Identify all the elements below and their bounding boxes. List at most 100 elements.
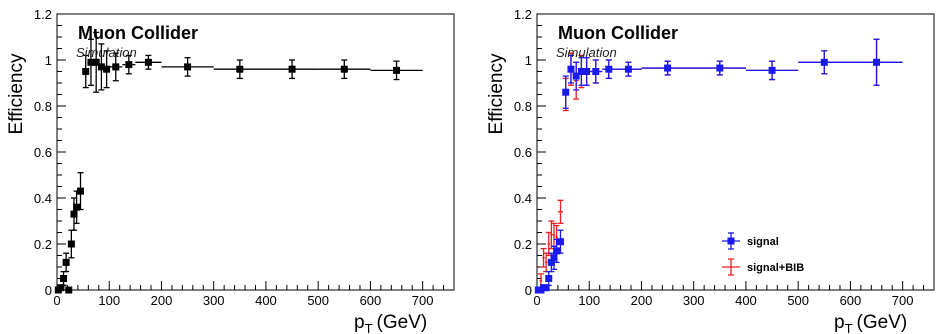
legend-symbol [722, 258, 740, 276]
data-point [693, 60, 746, 76]
x-tick-label: 700 [412, 293, 434, 308]
y-tick-label: 0.4 [514, 191, 532, 206]
data-point [602, 59, 616, 80]
data-point [97, 43, 105, 91]
point-marker [664, 64, 672, 72]
point-marker [57, 284, 65, 292]
point-marker [73, 203, 81, 211]
left-efficiency-panel: 0 100 200 300 400 500 600 70000.20.40.60.811.2 … [6, 7, 455, 334]
x-axis-label-unit: (GeV) [377, 312, 428, 333]
point-marker [583, 68, 591, 75]
x-tick-label: 100 [98, 293, 120, 308]
data-point [135, 54, 162, 70]
point-marker [547, 258, 555, 266]
point-marker [716, 64, 724, 72]
data-point [562, 75, 570, 109]
x-axis-label-main: p [834, 312, 845, 333]
x-tick-label: 300 [203, 293, 225, 308]
point-marker [288, 65, 296, 73]
legend-marker [727, 237, 735, 245]
data-point [65, 286, 73, 294]
tick-labels: 0 100 200 300 400 500 600 700 0 0.2 0.4 0.6 0.8 1 1.2 [34, 7, 434, 308]
point-marker [82, 68, 90, 75]
y-tick-label: 0 [45, 283, 52, 298]
data-point [213, 59, 266, 80]
point-marker [236, 65, 244, 73]
point-marker [545, 275, 553, 282]
data-point [318, 59, 371, 80]
legend-entry-signal: signal [722, 232, 779, 250]
data-point [92, 31, 100, 93]
point-marker [112, 63, 120, 71]
point-marker [624, 65, 632, 73]
point-marker [768, 66, 776, 74]
x-axis-label-sub: T [365, 321, 373, 334]
point-marker [340, 65, 348, 73]
x-tick-label: 100 [578, 293, 600, 308]
point-marker [873, 58, 881, 66]
point-marker [542, 284, 550, 292]
y-tick-label: 1.2 [34, 7, 52, 22]
x-tick-label: 500 [307, 293, 329, 308]
point-marker [67, 240, 75, 248]
point-marker [553, 247, 561, 255]
y-tick-label: 0.2 [514, 237, 532, 252]
x-tick-label: 400 [255, 293, 277, 308]
series-0 [54, 31, 423, 294]
x-axis-label-unit: (GeV) [857, 312, 908, 333]
point-marker [103, 65, 111, 73]
y-tick-label: 1 [525, 53, 532, 68]
point-marker [60, 275, 68, 282]
legend-symbol [722, 232, 740, 250]
y-axis-label: Efficiency [6, 53, 27, 134]
chart-subtitle: Simulation [76, 45, 137, 60]
point-marker [550, 254, 558, 262]
x-axis-label: pT (GeV) [354, 312, 427, 334]
y-tick-label: 0.4 [34, 191, 52, 206]
data-marks [54, 31, 423, 294]
point-marker [97, 63, 105, 71]
data-point [798, 50, 851, 75]
data-point [161, 57, 214, 77]
y-axis-label: Efficiency [486, 53, 507, 134]
point-marker [605, 65, 613, 73]
data-point [103, 50, 111, 89]
point-marker [184, 63, 192, 71]
data-point [77, 172, 85, 211]
x-axis-label-sub: T [845, 321, 853, 334]
tick-labels: 0 100 200 300 400 500 600 700 0 0.2 0.4 0.6 0.8 1 1.2 [514, 7, 914, 308]
point-marker [562, 88, 570, 96]
x-axis-label: pT (GeV) [834, 312, 907, 334]
data-point [109, 52, 123, 82]
x-tick-label: 700 [892, 293, 914, 308]
y-tick-label: 0.8 [34, 99, 52, 114]
data-point [572, 61, 580, 91]
x-tick-label: 0 [533, 293, 540, 308]
data-point [641, 60, 694, 76]
series-signal [534, 38, 903, 294]
point-marker [557, 238, 565, 246]
data-point [567, 54, 575, 84]
x-tick-label: 300 [683, 293, 705, 308]
data-point [557, 199, 564, 224]
chart-title: Muon Collider [78, 23, 198, 43]
legend-label-signal-bib: signal+BIB [747, 262, 804, 274]
data-point [62, 252, 70, 273]
data-point [577, 57, 585, 86]
data-point [70, 197, 78, 231]
data-point [583, 57, 591, 86]
point-marker [577, 68, 585, 75]
point-marker [125, 61, 133, 69]
data-point [82, 54, 90, 89]
x-axis-label-main: p [354, 312, 365, 333]
y-tick-label: 1 [45, 53, 52, 68]
point-marker [144, 58, 152, 66]
point-marker [70, 210, 78, 218]
data-point [545, 270, 553, 287]
y-tick-label: 0.8 [514, 99, 532, 114]
y-tick-label: 1.2 [514, 7, 532, 22]
y-tick-label: 0.2 [34, 237, 52, 252]
point-marker [62, 258, 70, 266]
x-tick-label: 200 [151, 293, 173, 308]
